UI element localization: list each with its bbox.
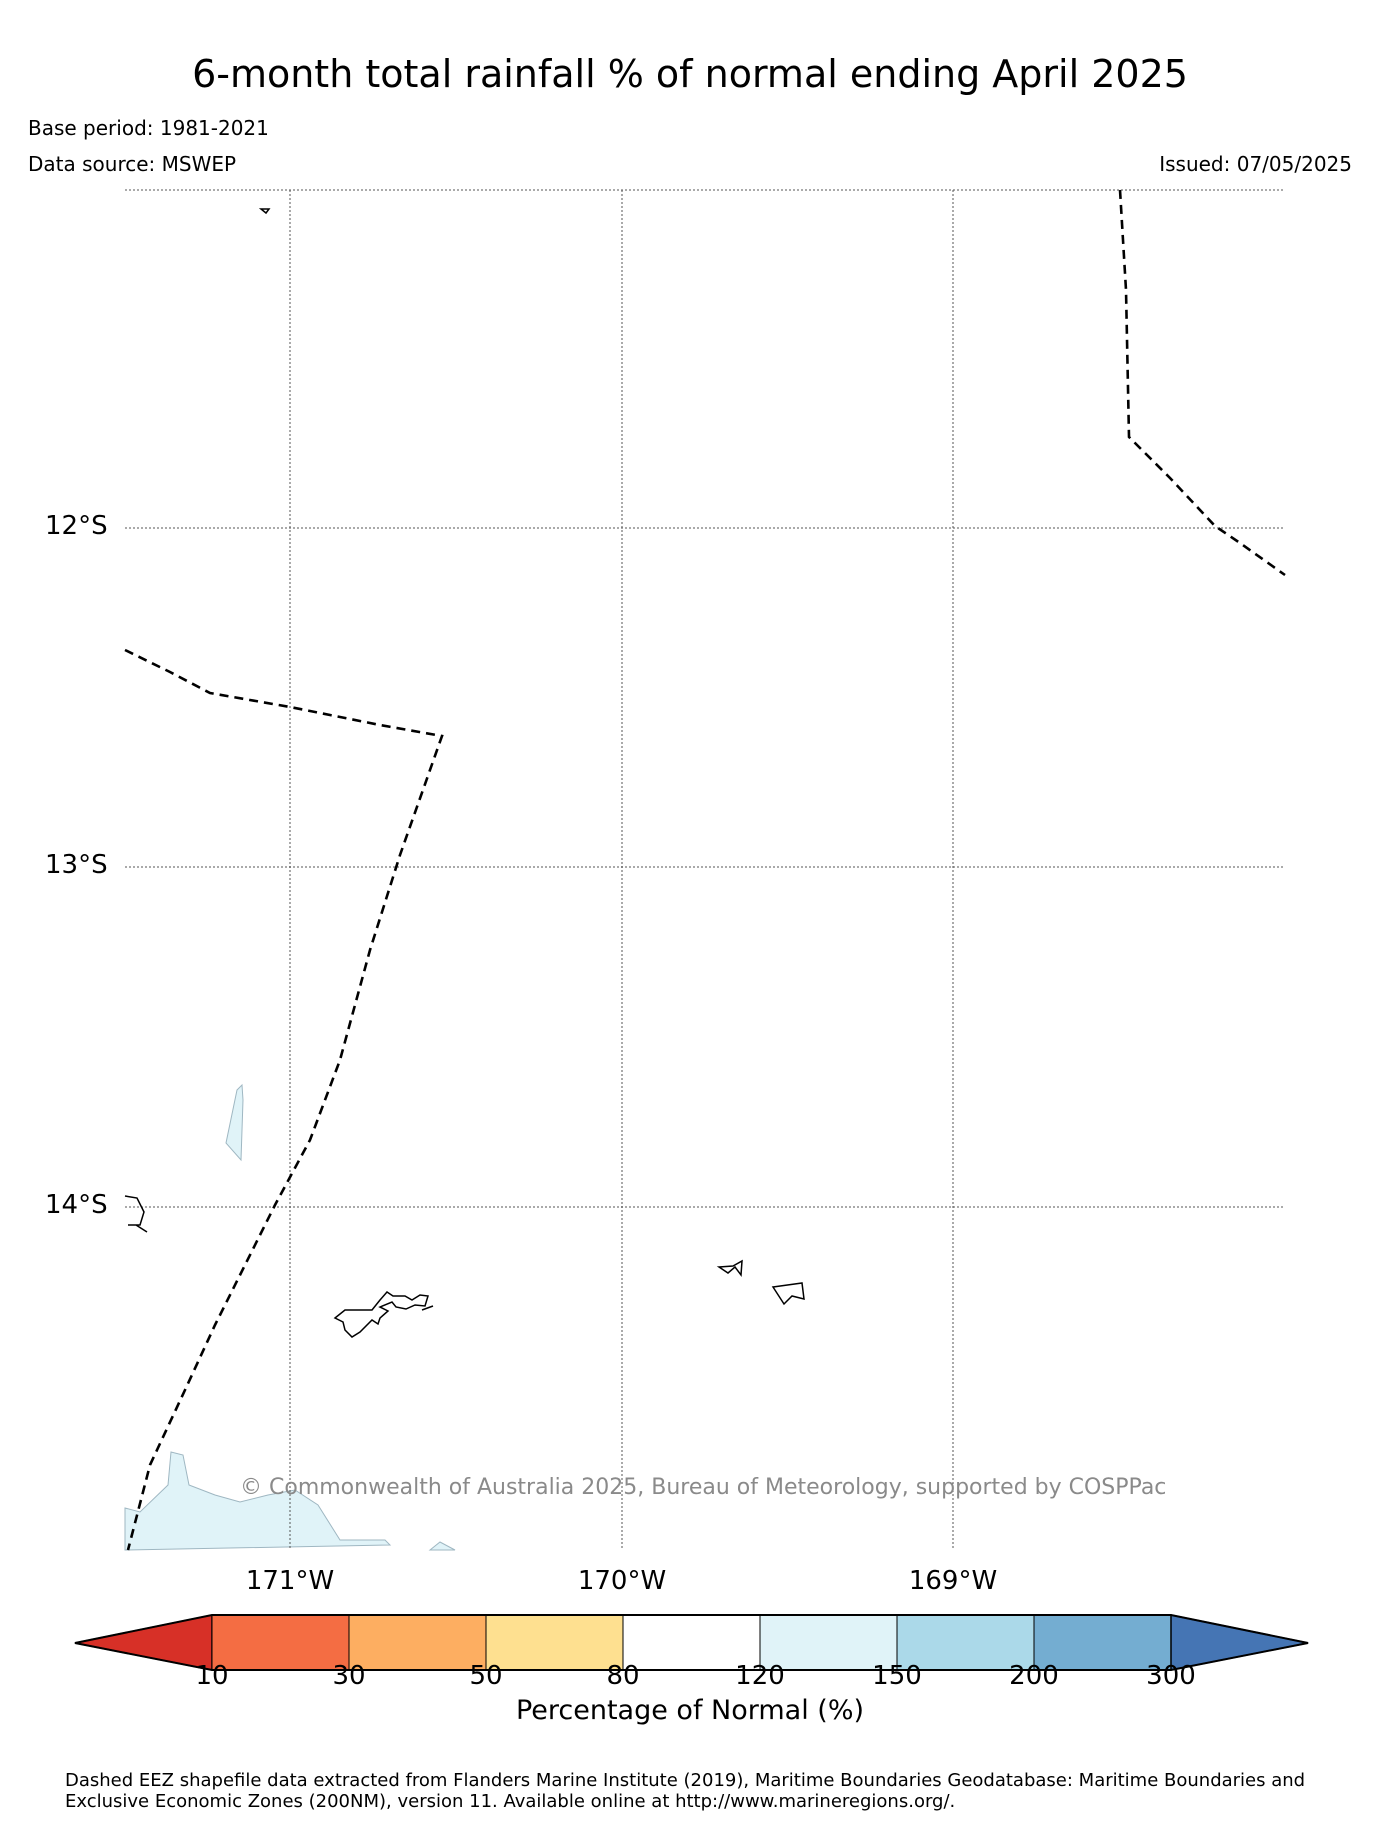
island-samoa-west-edge [124,1195,148,1233]
colorbar-tick-80: 80 [606,1661,640,1691]
colorbar-tick-120: 120 [735,1661,785,1691]
island-upolu-tail [421,1305,434,1311]
island-upolu-savaii [333,1291,429,1338]
eez-boundary-west [124,648,444,1551]
lat-label-14s: 14°S [45,1190,108,1220]
lon-label-171w: 171°W [245,1566,335,1596]
lon-label-170w: 170°W [577,1566,667,1596]
lon-label-169w: 169°W [908,1566,998,1596]
colorbar-tick-10: 10 [195,1661,229,1691]
map-title: 6-month total rainfall % of normal endin… [192,52,1188,96]
colorbar-tick-300: 300 [1146,1661,1196,1691]
base-period: Base period: 1981-2021 [28,116,269,140]
footnote: Dashed EEZ shapefile data extracted from… [65,1770,1306,1812]
island-manua [771,1282,805,1306]
eez-boundary-east [1118,189,1286,577]
colorbar-tick-200: 200 [1009,1661,1059,1691]
graticule [125,189,1285,1550]
rain-shade-small [428,1541,456,1551]
data-source: Data source: MSWEP [28,152,237,176]
copyright-notice: © Commonwealth of Australia 2025, Bureau… [240,1475,1167,1500]
island-tutuila [716,1259,743,1278]
island-swains [258,208,271,215]
lat-label-12s: 12°S [45,511,108,541]
colorbar-tick-150: 150 [872,1661,922,1691]
lat-label-13s: 13°S [45,850,108,880]
colorbar-tick-30: 30 [332,1661,366,1691]
island-outlines [124,208,805,1338]
issued-date: Issued: 07/05/2025 [1159,152,1352,176]
rain-shade-south [124,1451,392,1551]
colorbar-tick-50: 50 [469,1661,503,1691]
eez-boundaries [124,189,1286,1551]
colorbar-label: Percentage of Normal (%) [515,1695,865,1726]
rain-shade-north [225,1083,244,1162]
